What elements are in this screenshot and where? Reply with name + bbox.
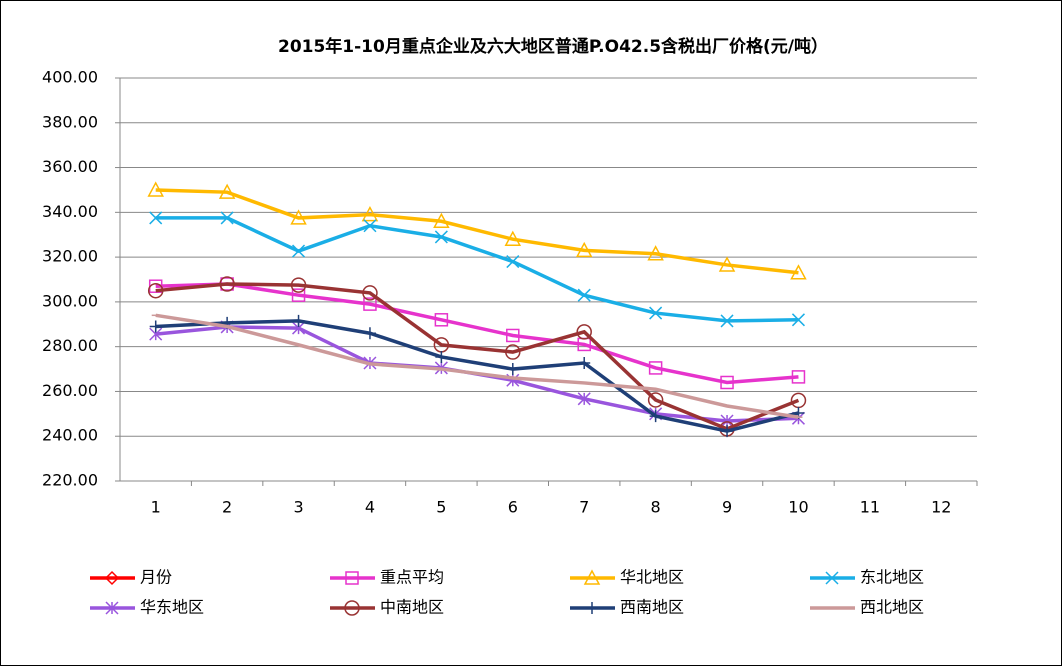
y-tick-label: 300.00 — [42, 291, 98, 310]
y-tick-label: 320.00 — [42, 247, 98, 266]
data-point — [791, 370, 806, 384]
data-point — [435, 350, 448, 363]
data-point — [720, 314, 734, 328]
data-point — [361, 205, 379, 222]
legend-marker — [825, 571, 839, 585]
data-point — [218, 183, 236, 199]
legend-label: 华北地区 — [620, 568, 684, 587]
data-point — [504, 230, 522, 246]
data-point — [649, 306, 663, 320]
data-point — [577, 288, 591, 302]
data-point — [576, 324, 592, 340]
data-point — [292, 244, 306, 258]
data-point — [363, 297, 377, 311]
data-point — [721, 425, 734, 438]
data-point — [434, 313, 449, 327]
data-point — [220, 211, 234, 225]
series-line — [155, 319, 799, 433]
series-line — [155, 282, 800, 431]
x-tick-label: 12 — [931, 498, 951, 517]
legend-label: 月份 — [140, 568, 172, 587]
data-point — [505, 344, 521, 360]
data-point — [506, 255, 520, 269]
data-point — [506, 363, 519, 376]
x-tick-label: 10 — [788, 498, 808, 517]
x-tick-label: 4 — [365, 498, 375, 517]
x-tick-label: 6 — [508, 498, 518, 517]
data-point — [506, 328, 520, 343]
legend-label: 西南地区 — [620, 598, 684, 617]
data-point — [291, 288, 306, 302]
data-point — [292, 314, 305, 327]
x-tick-label: 8 — [651, 498, 661, 517]
legend-marker — [105, 601, 119, 615]
data-point — [363, 327, 376, 340]
legend-marker — [104, 570, 120, 586]
x-tick-label: 1 — [151, 498, 161, 517]
y-tick-label: 340.00 — [42, 202, 98, 221]
legend-marker — [586, 602, 598, 614]
data-point — [647, 392, 664, 408]
legend-label: 重点平均 — [380, 568, 444, 587]
y-tick-label: 360.00 — [42, 157, 98, 176]
legend-label: 华东地区 — [140, 598, 204, 617]
series-line — [155, 282, 799, 385]
legend-label: 东北地区 — [860, 568, 924, 587]
series-line — [155, 188, 799, 275]
x-tick-label: 11 — [860, 498, 880, 517]
data-point — [433, 212, 450, 229]
chart-title: 2015年1-10月重点企业及六大地区普通P.O42.5含税出厂价格(元/吨） — [278, 36, 828, 57]
data-point — [434, 230, 448, 244]
data-point — [791, 313, 805, 327]
x-tick-label: 5 — [436, 498, 446, 517]
y-tick-label: 220.00 — [42, 471, 98, 490]
data-point — [648, 361, 663, 375]
data-point — [647, 245, 664, 261]
y-tick-label: 380.00 — [42, 112, 98, 131]
data-point — [290, 277, 307, 293]
data-point — [790, 264, 807, 280]
y-tick-label: 240.00 — [42, 426, 98, 445]
data-point — [147, 181, 164, 197]
data-point — [147, 282, 164, 299]
legend-label: 中南地区 — [380, 598, 444, 617]
x-tick-label: 2 — [222, 498, 232, 517]
legend-label: 西北地区 — [860, 598, 924, 617]
data-point — [149, 320, 162, 333]
series-line — [155, 313, 799, 419]
legend-marker — [345, 571, 359, 585]
y-tick-label: 400.00 — [42, 68, 98, 87]
series-line — [155, 216, 799, 323]
data-point — [649, 410, 662, 423]
x-tick-label: 7 — [579, 498, 589, 517]
data-point — [219, 276, 235, 292]
data-point — [290, 209, 307, 225]
data-point — [720, 414, 734, 428]
data-point — [720, 375, 734, 390]
data-point — [577, 392, 591, 406]
data-point — [575, 241, 593, 258]
x-tick-label: 9 — [722, 498, 732, 517]
data-point — [578, 357, 591, 370]
legend-marker — [344, 600, 360, 616]
data-point — [149, 211, 163, 225]
legend-marker — [583, 569, 601, 585]
y-tick-label: 260.00 — [42, 381, 98, 400]
data-point — [718, 256, 736, 272]
x-tick-label: 3 — [293, 498, 303, 517]
y-tick-label: 280.00 — [42, 336, 98, 355]
data-point — [362, 285, 378, 301]
data-point — [363, 219, 377, 233]
